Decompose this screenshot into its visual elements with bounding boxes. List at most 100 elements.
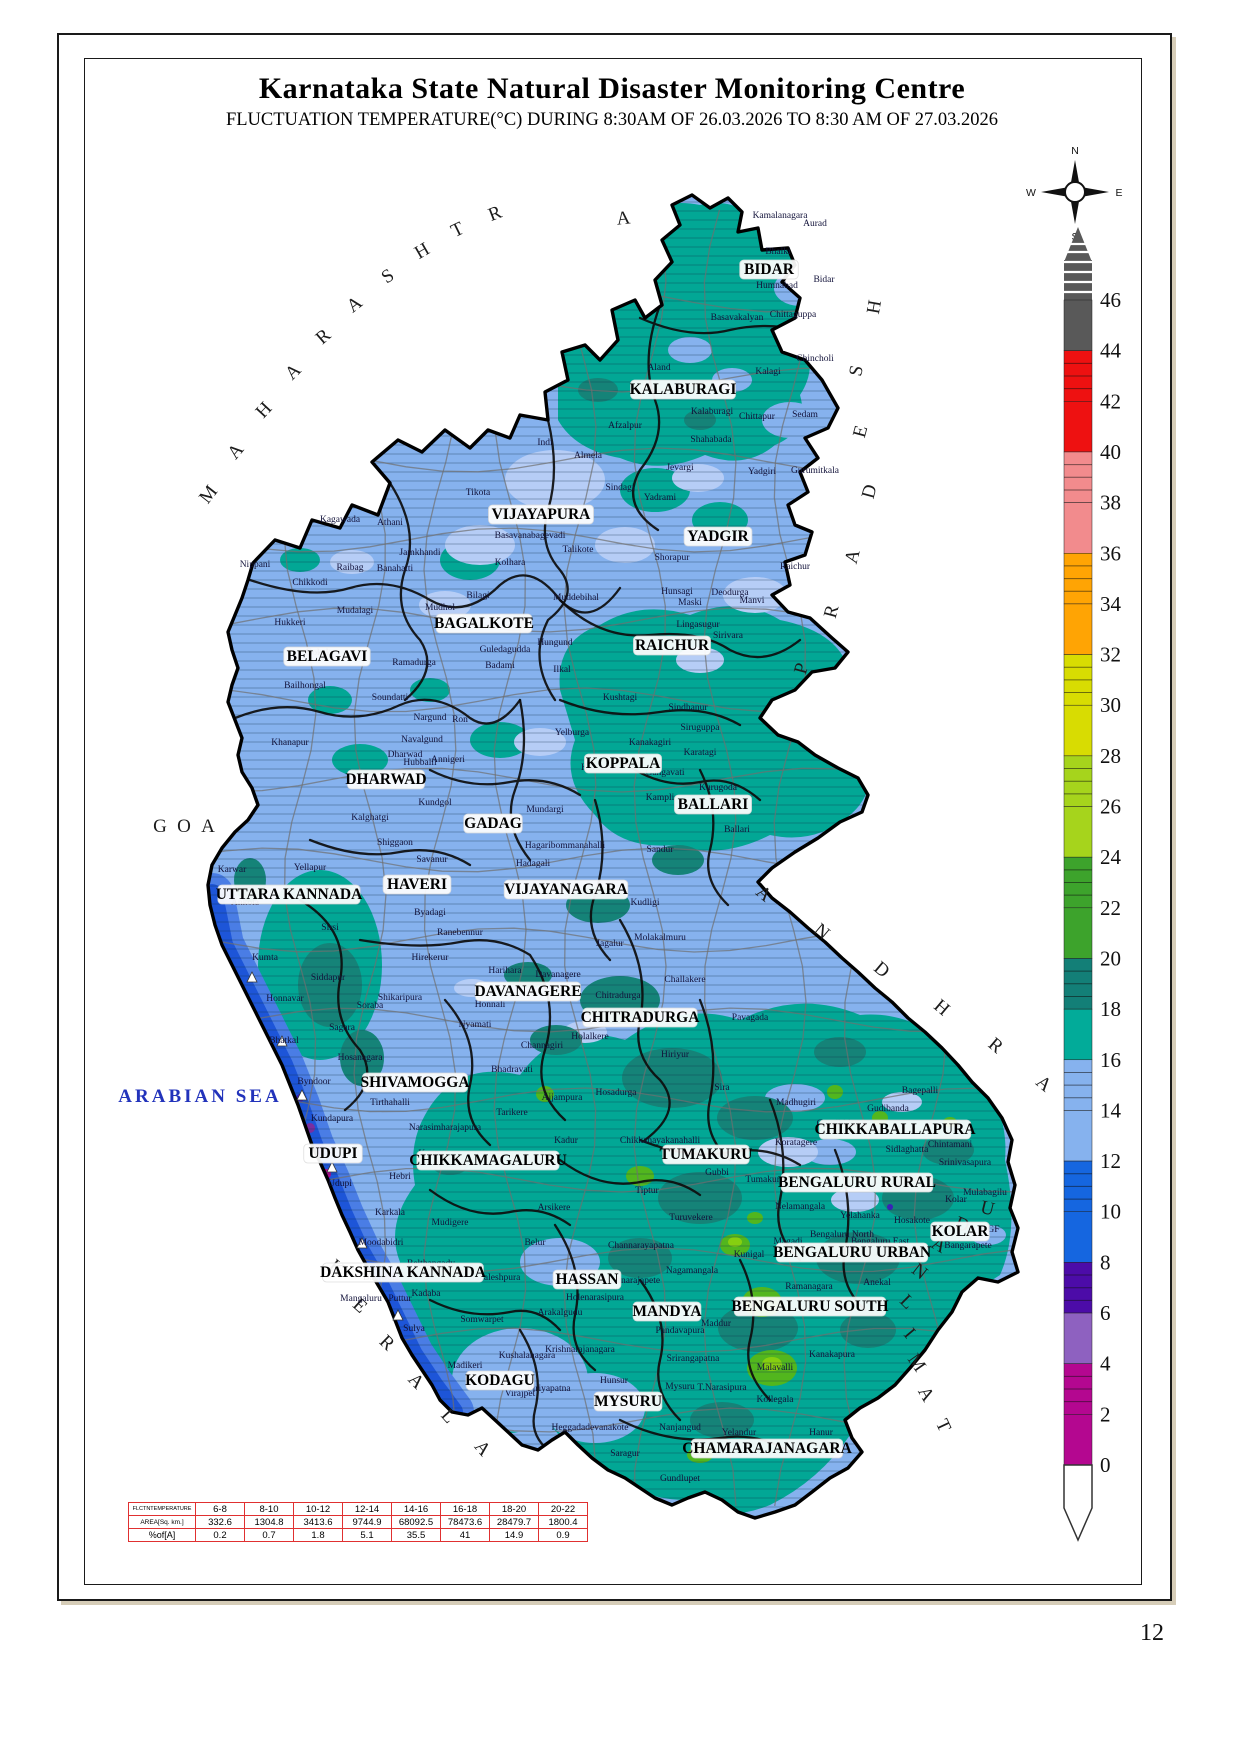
- taluk-label: Kurugoda: [699, 783, 738, 793]
- district-label-box: [382, 874, 452, 895]
- taluk-label: Hunsagi: [661, 587, 693, 597]
- taluk-label: Moodabidri: [359, 1238, 404, 1248]
- neighbor-letter-maharashtra: A: [281, 360, 306, 385]
- taluk-boundary-line: [703, 209, 737, 1507]
- neighbor-letter-goa: A: [201, 816, 215, 837]
- taluk-label: Kamalanagara: [753, 211, 809, 221]
- colorbar-tick-label: 26: [1100, 795, 1121, 819]
- taluk-label: Raibag: [337, 563, 364, 573]
- colorbar-tick-label: 22: [1100, 896, 1121, 920]
- taluk-label: Basavanabagevadi: [495, 531, 566, 541]
- colorbar-tick-label: 36: [1100, 541, 1121, 565]
- colorbar-segment: [1063, 806, 1093, 858]
- taluk-label: Guledagudda: [480, 645, 531, 655]
- taluk-label: Arakalgudu: [538, 1308, 583, 1318]
- taluk-label: Hiriyur: [661, 1050, 690, 1060]
- district-label: MANDYA: [632, 1303, 702, 1320]
- district-label: CHAMARAJANAGARA: [682, 1440, 852, 1457]
- taluk-label: Kolar: [945, 1195, 967, 1205]
- taluk-label: Kampli: [646, 793, 675, 803]
- district-label: BALLARI: [678, 796, 749, 813]
- neighbor-letter-pradesh: H: [863, 298, 886, 315]
- district-labels: BIDAR KALABURAGI VIJAYAPURA YADGIR BAGALKOTE…: [216, 259, 990, 1459]
- colorbar-segment: [1063, 704, 1093, 757]
- taluk-label: Chitradurga: [595, 991, 641, 1001]
- compass-e-label: E: [1115, 187, 1122, 199]
- district-label: BENGALURU SOUTH: [731, 1298, 888, 1315]
- taluk-label: Siruguppa: [680, 723, 720, 733]
- taluk-label: Sirsi: [321, 923, 339, 933]
- district-label-box: [362, 1072, 468, 1093]
- neighbor-letter-pradesh: R: [820, 602, 844, 620]
- neighbor-letter-maharashtra: M: [195, 481, 222, 507]
- colorbar-segment: [1063, 502, 1093, 554]
- taluk-label: Tumakuru: [745, 1175, 784, 1185]
- taluk-label: Siddapur: [311, 973, 346, 983]
- taluk-label: Channarayapatna: [608, 1241, 675, 1251]
- coast-markers: [246, 971, 404, 1321]
- taluk-label: Sirivara: [713, 631, 744, 641]
- neighbor-letter-maharashtra: A: [223, 439, 248, 463]
- taluk-label: Bagepalli: [902, 1086, 939, 1096]
- colorbar-tick-label: 14: [1100, 1098, 1122, 1122]
- taluk-label: Krishnarajanagara: [545, 1345, 615, 1355]
- taluk-label: Yelahanka: [840, 1211, 880, 1221]
- table-cell: 16-18: [440, 1502, 490, 1516]
- taluk-label: Hungund: [537, 638, 573, 648]
- taluk-label: Bilagi: [466, 591, 490, 601]
- taluk-label: Sandur: [647, 845, 675, 855]
- district-label-box: [662, 1144, 750, 1165]
- colorbar-segment: [1063, 1211, 1093, 1263]
- taluk-label: Madikeri: [448, 1361, 483, 1371]
- district-label: MYSURU: [594, 1393, 662, 1410]
- colorbar-bottom-tip: [1063, 1464, 1093, 1542]
- taluk-label: Hosanagara: [338, 1053, 384, 1063]
- taluk-label: Yelandur: [722, 1428, 757, 1438]
- table-cell: 20-22: [538, 1502, 588, 1516]
- district-label: BELAGAVI: [287, 648, 368, 665]
- taluk-label: Sira: [714, 1083, 730, 1093]
- district-label-box: [775, 1242, 929, 1263]
- taluk-label: Bengaluru East: [851, 1237, 910, 1247]
- taluk-label: Sidlaghatta: [886, 1145, 930, 1155]
- colorbar-tick-label: 38: [1100, 491, 1121, 515]
- taluk-label: Ron: [452, 715, 468, 725]
- taluk-label: Yadrami: [644, 493, 677, 503]
- colorbar-tick-label: 4: [1100, 1352, 1111, 1376]
- colorbar-segment: [1063, 401, 1093, 453]
- taluk-label: Kanakagiri: [629, 738, 672, 748]
- neighbor-letter-goa: O: [177, 816, 191, 837]
- taluk-label: Mangaluru: [340, 1294, 382, 1304]
- district-label-box: [322, 1262, 484, 1283]
- taluk-label: Madhugiri: [776, 1098, 816, 1108]
- taluk-label: Mudigere: [432, 1218, 469, 1228]
- compass-west-arrow: [1041, 187, 1069, 197]
- taluk-label: Sindagi: [605, 483, 634, 493]
- taluk-label: Kadur: [554, 1136, 579, 1146]
- taluk-label: Kundapura: [311, 1114, 354, 1124]
- table-cell: 35.5: [391, 1528, 441, 1542]
- taluk-label: Shiggaon: [377, 838, 413, 848]
- taluk-label: Honnavar: [266, 994, 304, 1004]
- district-label: VIJAYAPURA: [492, 506, 592, 523]
- colorbar-tick-label: 28: [1100, 744, 1121, 768]
- district-label-box: [683, 526, 753, 547]
- district-label: BAGALKOTE: [434, 615, 534, 632]
- taluk-label: Ranebennur: [437, 928, 484, 938]
- neighbor-letter-tamil-nadu: A: [913, 1383, 938, 1406]
- taluk-label: Maski: [678, 598, 702, 608]
- taluk-label: Heggadadevanakote: [551, 1423, 628, 1433]
- taluk-label: Lingasugur: [676, 620, 720, 630]
- taluk-label: Pandavapura: [655, 1326, 705, 1336]
- neighbor-letter-maharashtra: H: [411, 239, 434, 264]
- table-cell: 332.6: [195, 1515, 245, 1529]
- district-label-box: [633, 635, 711, 656]
- taluk-label: Kollegala: [757, 1395, 795, 1405]
- taluk-label: Udupi: [328, 1179, 352, 1189]
- taluk-label: Koratagere: [775, 1138, 817, 1148]
- neighbor-letter-tamil-nadu: U: [978, 1197, 997, 1221]
- taluk-label: Bidar: [813, 275, 835, 285]
- colorbar-tick-label: 20: [1100, 946, 1121, 970]
- taluk-label: Honnali: [475, 1000, 506, 1010]
- table-cell: 8-10: [244, 1502, 294, 1516]
